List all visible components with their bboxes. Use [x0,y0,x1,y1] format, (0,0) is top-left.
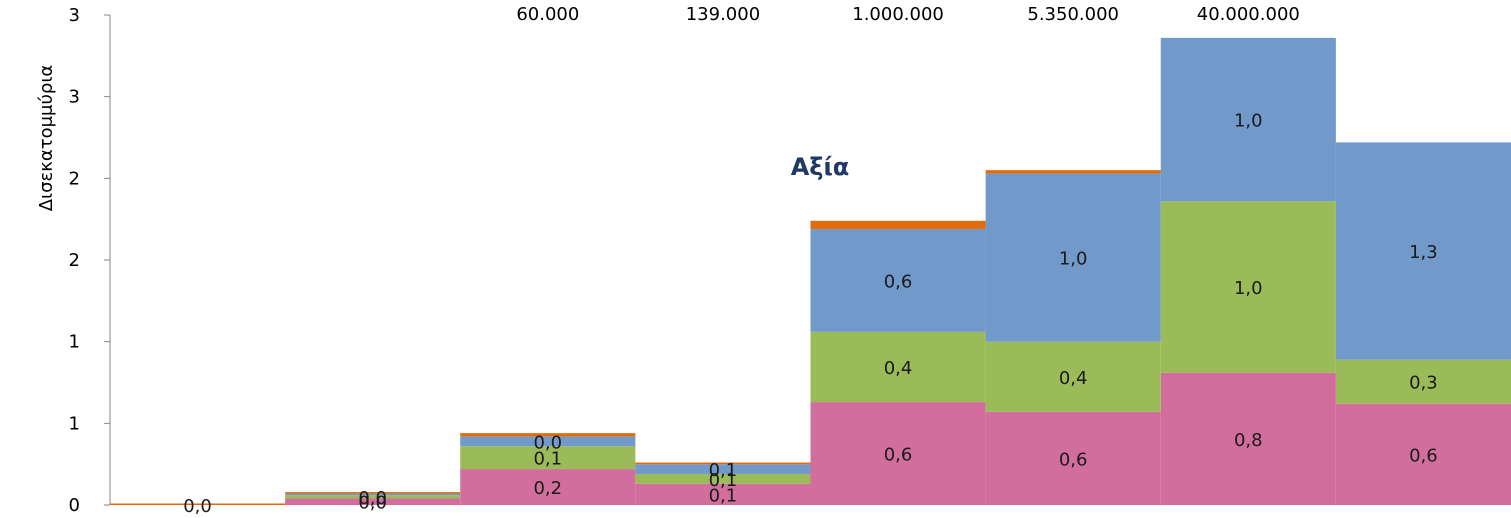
bar-segment [1160,201,1336,373]
data-label: 0,6 [884,271,913,292]
data-label: 0,6 [884,445,913,466]
data-label: 1,0 [1059,249,1088,270]
data-label: 0,8 [1234,430,1263,451]
y-tick-label: 3 [69,5,80,26]
bar-segment [810,228,986,332]
bar-segment [285,498,461,505]
y-tick-label: 2 [69,250,80,271]
y-tick-label: 2 [69,168,80,189]
bar-segment [1335,142,1511,360]
y-axis-label: Δισεκατομμύρια [36,65,57,212]
data-label: 0,3 [1409,373,1438,394]
bar-segment [285,492,461,494]
data-label: 0,6 [1059,449,1088,470]
axes: 0 1 1 2 2 3 3 [69,5,111,516]
data-label: 0,1 [709,485,738,506]
data-label: 0,0 [358,488,387,509]
y-tick-label: 3 [69,87,80,108]
data-label: 0,1 [709,460,738,481]
bars [110,37,1511,505]
y-tick-label: 1 [69,413,80,434]
bar-segment [635,483,811,505]
column-top-label: 1.000.000 [852,4,944,25]
data-label: 0,4 [1059,368,1088,389]
bar-segment [810,220,986,229]
column-top-label: 139.000 [686,4,760,25]
bar-segment [635,473,811,484]
chart-title: Αξία [791,153,850,181]
bar-segment [460,469,636,505]
column-top-label: 5.350.000 [1027,4,1119,25]
bar-segment [985,170,1161,174]
bar-segment [985,341,1161,412]
data-label: 0,0 [183,496,212,517]
bar-segment [810,402,986,505]
y-tick-label: 1 [69,332,80,353]
bar-segment [285,493,461,496]
bar-segment [635,464,811,474]
data-label: 0,0 [533,432,562,453]
bar-segment [460,446,636,470]
bar-segment [1160,37,1336,202]
bar-segment [110,503,286,505]
data-label: 0,0 [358,493,387,514]
data-label: 1,3 [1409,242,1438,263]
data-label: 0,4 [884,358,913,379]
data-label: 0,2 [533,478,562,499]
bar-segment [460,436,636,447]
data-labels: 0,0 0,00,2 0,10,6 0,60,80,60,00,10,10,4 0,41… [183,4,1438,517]
column-top-label: 40.000.000 [1197,4,1300,25]
data-label: 0,1 [709,470,738,491]
bar-segment [1335,403,1511,505]
bar-segment [810,331,986,403]
bar-segment [985,173,1161,342]
data-label: 0,6 [1409,445,1438,466]
bar-segment [285,495,461,499]
data-label: 0,1 [533,449,562,470]
data-label: 1,0 [1234,278,1263,299]
bar-segment [1335,359,1511,404]
bar-segment [635,462,811,465]
bar-segment [985,411,1161,505]
column-top-label: 60.000 [516,4,579,25]
y-tick-label: 0 [69,495,80,516]
data-label: 1,0 [1234,111,1263,132]
bar-segment [460,433,636,437]
bar-segment [1160,372,1336,505]
